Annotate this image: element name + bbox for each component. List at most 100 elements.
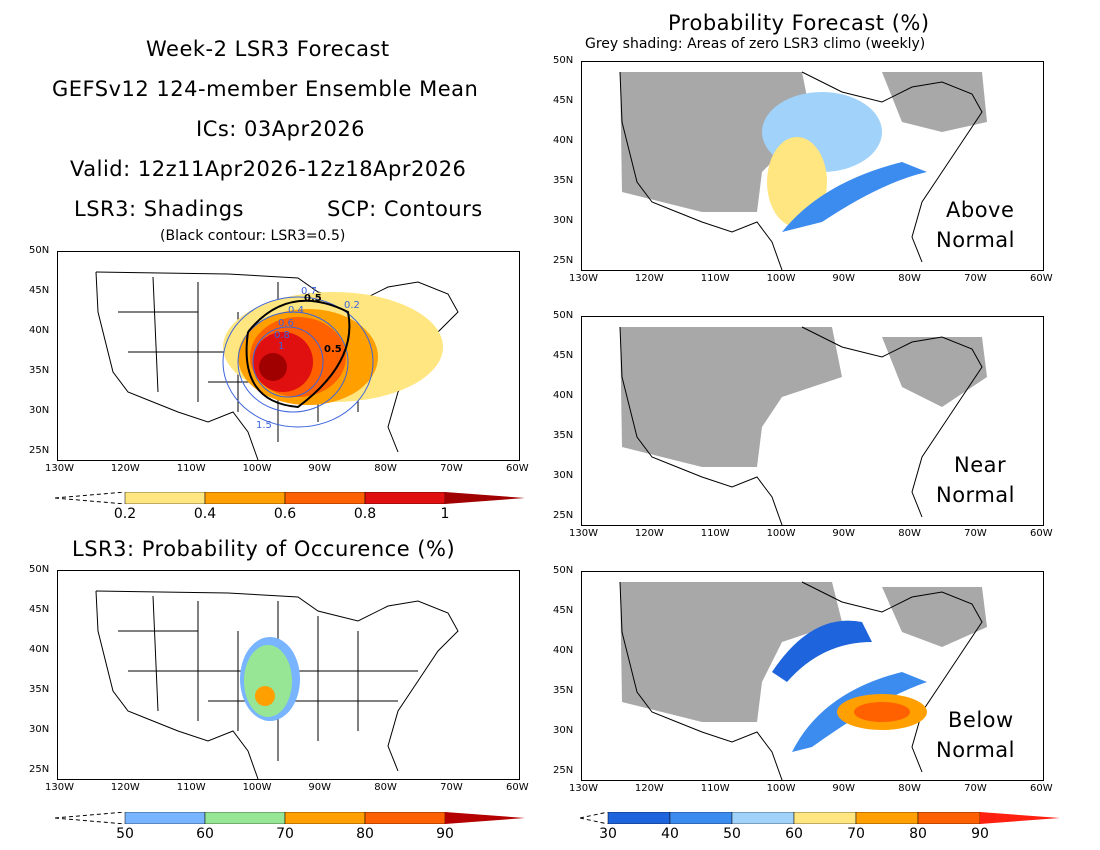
title-line-2: GEFSv12 124-member Ensemble Mean bbox=[52, 77, 479, 101]
colorbar-label: 0.6 bbox=[273, 506, 297, 522]
lon-label: 80W bbox=[898, 528, 921, 539]
probability-occurrence-title: LSR3: Probability of Occurence (%) bbox=[72, 537, 456, 561]
contour-label-06: 0.6 bbox=[278, 318, 294, 329]
colorbar-label: 50 bbox=[116, 826, 134, 842]
lon-label: 70W bbox=[964, 273, 987, 284]
lon-label: 70W bbox=[440, 463, 463, 474]
colorbar-label: 0.2 bbox=[113, 506, 137, 522]
colorbar-lead-in bbox=[580, 812, 609, 824]
lon-label: 100W bbox=[242, 463, 272, 474]
us-map-outline bbox=[619, 326, 983, 525]
lat-label: 40N bbox=[29, 325, 50, 336]
lon-label: 90W bbox=[832, 528, 856, 539]
lat-label: 45N bbox=[553, 350, 574, 361]
colorbar-label: 70 bbox=[847, 826, 865, 842]
lon-label: 120W bbox=[634, 273, 664, 284]
contour-label-05b: 0.5 bbox=[324, 344, 342, 355]
colorbar-segment bbox=[607, 812, 671, 824]
lat-label: 40N bbox=[553, 135, 574, 146]
lon-label: 80W bbox=[374, 463, 397, 474]
above-normal-field bbox=[762, 92, 927, 232]
colorbar-segment bbox=[364, 492, 446, 504]
colorbar-label: 80 bbox=[909, 826, 927, 842]
lat-label: 30N bbox=[553, 215, 574, 226]
colorbar-segment bbox=[204, 812, 286, 824]
colorbar-segment bbox=[917, 812, 981, 824]
contour-label-02: 0.2 bbox=[344, 300, 360, 311]
lat-label: 50N bbox=[29, 245, 50, 256]
shadings-label: LSR3: Shadings bbox=[74, 197, 244, 221]
tercile-colorbar: 30 40 50 60 70 80 90 bbox=[580, 812, 1060, 842]
below-normal-field bbox=[772, 620, 927, 752]
contour-label-05a: 0.5 bbox=[304, 293, 322, 304]
contour-label-08: 0.8 bbox=[274, 330, 290, 341]
colorbar-segment bbox=[669, 812, 733, 824]
lon-label: 80W bbox=[898, 783, 921, 794]
lat-label: 35N bbox=[553, 685, 574, 696]
lat-label: 50N bbox=[29, 564, 50, 575]
near-label-1: Near bbox=[954, 453, 1007, 477]
lon-label: 100W bbox=[766, 528, 796, 539]
lon-label: 110W bbox=[700, 783, 730, 794]
lat-label: 35N bbox=[29, 365, 50, 376]
lon-label: 60W bbox=[1030, 528, 1053, 539]
lon-label: 120W bbox=[110, 782, 140, 793]
below-label-2: Normal bbox=[936, 738, 1015, 762]
lsr3-shading-field bbox=[223, 292, 443, 405]
lat-label: 45N bbox=[553, 95, 574, 106]
colorbar-label: 60 bbox=[196, 826, 214, 842]
lon-label: 90W bbox=[832, 783, 856, 794]
lon-label: 130W bbox=[569, 528, 598, 539]
lon-label: 60W bbox=[506, 463, 529, 474]
lat-label: 50N bbox=[553, 565, 574, 576]
colorbar-lead-in bbox=[55, 492, 126, 504]
lat-label: 50N bbox=[553, 55, 574, 66]
contour-label-1: 1 bbox=[278, 341, 285, 352]
lsr3-shading-map: 0.5 0.5 0.2 0.4 0.6 0.8 1 0.7 1.5 bbox=[57, 251, 520, 461]
lon-label: 110W bbox=[700, 273, 730, 284]
lat-label: 25N bbox=[553, 510, 574, 521]
zero-climo-area-ne bbox=[882, 72, 987, 132]
colorbar-label: 30 bbox=[599, 826, 617, 842]
above-label-2: Normal bbox=[936, 228, 1015, 252]
lat-label: 40N bbox=[29, 644, 50, 655]
us-map-outline bbox=[619, 71, 983, 270]
lon-label: 100W bbox=[242, 782, 272, 793]
colorbar-end-triangle bbox=[980, 812, 1060, 824]
colorbar-segment bbox=[284, 812, 366, 824]
lon-label: 130W bbox=[569, 783, 598, 794]
lsr3-colorbar: 0.2 0.4 0.6 0.8 1 bbox=[55, 492, 525, 522]
colorbar-end-triangle bbox=[445, 492, 525, 504]
title-line-3: ICs: 03Apr2026 bbox=[196, 117, 366, 141]
lat-label: 35N bbox=[29, 684, 50, 695]
lon-label: 60W bbox=[1030, 783, 1053, 794]
lat-label: 45N bbox=[553, 605, 574, 616]
lat-label: 50N bbox=[553, 310, 574, 321]
colorbar-label: 0.8 bbox=[353, 506, 377, 522]
lat-label: 40N bbox=[553, 390, 574, 401]
colorbar-label: 40 bbox=[661, 826, 679, 842]
occurrence-field bbox=[240, 637, 300, 721]
lat-label: 25N bbox=[553, 765, 574, 776]
below-label-1: Below bbox=[948, 708, 1014, 732]
colorbar-segment bbox=[284, 492, 366, 504]
colorbar-label: 50 bbox=[723, 826, 741, 842]
above-normal-map: Above Normal bbox=[581, 61, 1044, 271]
near-label-2: Normal bbox=[936, 483, 1015, 507]
colorbar-label: 90 bbox=[436, 826, 454, 842]
lat-label: 25N bbox=[29, 445, 50, 456]
lon-label: 70W bbox=[440, 782, 463, 793]
lat-label: 40N bbox=[553, 645, 574, 656]
lon-label: 90W bbox=[308, 782, 332, 793]
colorbar-lead-in bbox=[55, 812, 126, 824]
colorbar-segment bbox=[793, 812, 857, 824]
colorbar-label: 90 bbox=[971, 826, 989, 842]
contour-label-07: 0.7 bbox=[301, 286, 317, 297]
lon-label: 70W bbox=[964, 528, 987, 539]
colorbar-label: 60 bbox=[785, 826, 803, 842]
grey-shading-note: Grey shading: Areas of zero LSR3 climo (… bbox=[585, 36, 926, 52]
colorbar-segment bbox=[204, 492, 286, 504]
above-label-1: Above bbox=[946, 198, 1015, 222]
lon-label: 80W bbox=[898, 273, 921, 284]
contours-label: SCP: Contours bbox=[327, 197, 483, 221]
